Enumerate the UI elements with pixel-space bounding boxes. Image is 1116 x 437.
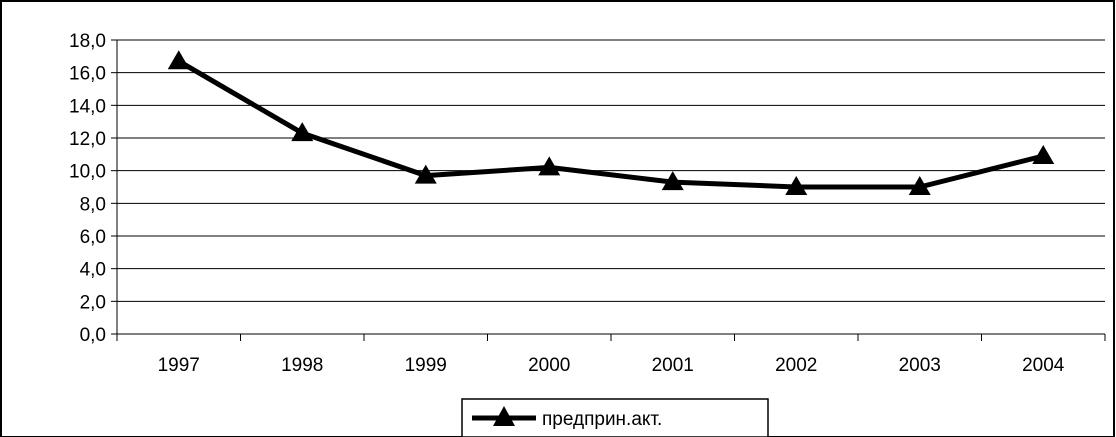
y-tick-label: 2,0: [80, 292, 106, 313]
series-line-path: [177, 59, 1044, 190]
gridlines: [117, 39, 1105, 302]
series-markers: [167, 50, 1055, 195]
legend: предприн.акт.: [461, 398, 769, 437]
y-tick-label: 8,0: [80, 194, 106, 215]
y-tick-label: 18,0: [69, 31, 106, 52]
y-tick-label: 10,0: [69, 162, 106, 183]
y-tick-label: 6,0: [80, 227, 106, 248]
legend-triangle-icon: [493, 406, 515, 426]
data-point-marker: [908, 176, 931, 195]
data-point-marker: [291, 122, 314, 142]
y-tick-label: 14,0: [69, 96, 106, 117]
x-tick-label: 1997: [158, 355, 200, 376]
x-tick-label: 2004: [1022, 355, 1065, 376]
x-tick-label: 2003: [899, 355, 941, 376]
x-tick-label: 2001: [652, 355, 694, 376]
data-point-marker: [661, 171, 684, 191]
x-tick-label: 1999: [405, 355, 447, 376]
data-point-marker: [414, 164, 437, 184]
data-point-marker: [1032, 144, 1055, 164]
x-tick-label: 1998: [281, 355, 323, 376]
data-point-marker: [785, 176, 808, 195]
y-tick-label: 0,0: [80, 325, 106, 346]
data-point-marker: [167, 50, 190, 70]
data-point-marker: [538, 156, 561, 176]
x-axis-tick-labels: 1997 1998 1999 2000 2001 2002 2003 2004: [158, 355, 1065, 376]
y-tick-label: 4,0: [80, 260, 106, 281]
legend-label: предприн.акт.: [542, 409, 662, 430]
axes: [111, 39, 1106, 341]
y-axis-tick-labels: 0,0 2,0 4,0 6,0 8,0 10,0 12,0 14,0 16,0 18,0: [69, 31, 106, 346]
y-tick-label: 16,0: [69, 64, 106, 85]
series-line: [177, 59, 1044, 190]
y-tick-label: 12,0: [69, 129, 106, 150]
x-tick-label: 2002: [775, 355, 817, 376]
x-tick-label: 2000: [528, 355, 570, 376]
